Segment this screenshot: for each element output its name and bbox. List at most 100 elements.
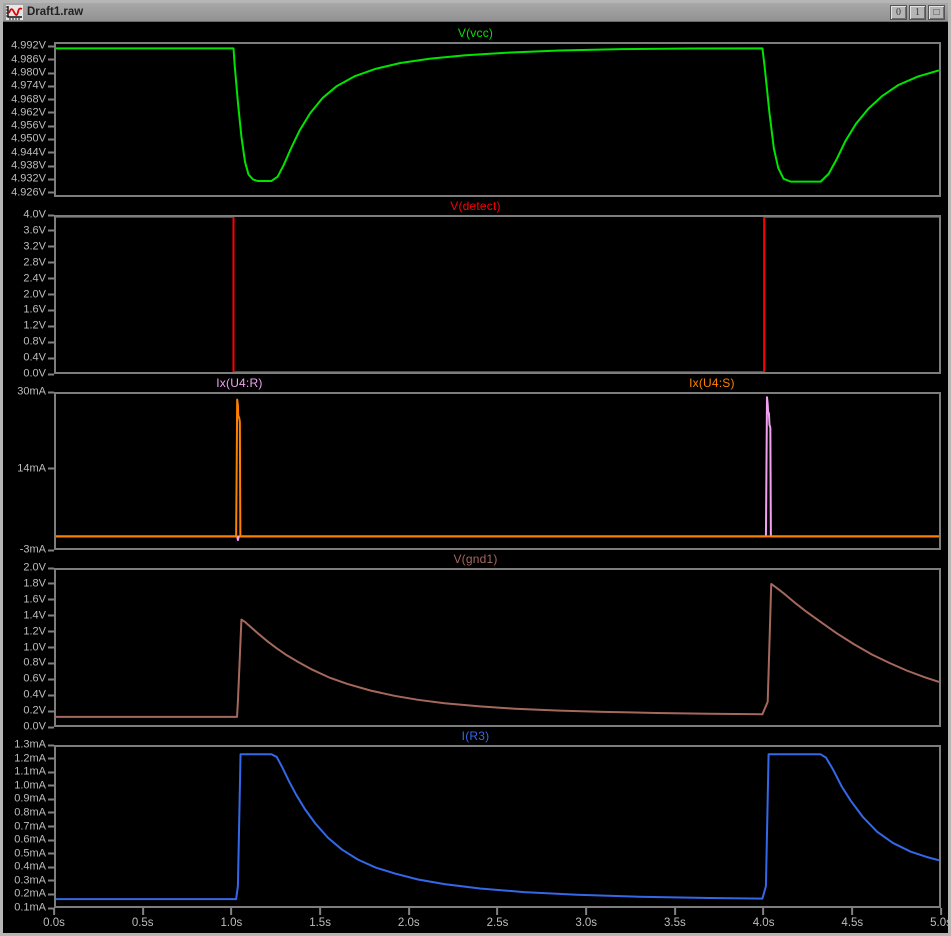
y-tick-mark: [48, 357, 54, 360]
x-tick-1.0s: 1.0s: [220, 908, 243, 929]
y-axis-labels-i-r3: 1.3mA 1.2mA 1.1mA 1.0mA 0.9mA 0.8mA 0.7mA 0.6mA…: [3, 739, 54, 913]
y-tick-mark: [48, 646, 54, 649]
y-tick-label: 0.8V: [23, 657, 54, 669]
trace-label-Ix(U4:R)[interactable]: Ix(U4:R): [216, 376, 263, 390]
x-tick-mark: [673, 908, 676, 915]
title-bar[interactable]: Draft1.raw 0 1 □: [3, 3, 948, 22]
y-tick-mark: [48, 191, 54, 194]
x-tick-5.0s: 5.0s: [930, 908, 951, 929]
x-tick-mark: [141, 908, 144, 915]
y-tick-mark: [48, 467, 54, 470]
x-tick-label: 4.5s: [841, 917, 864, 929]
y-tick-mark: [48, 630, 54, 633]
y-tick-label: 2.8V: [23, 257, 54, 268]
y-tick-mark: [48, 798, 54, 801]
y-tick-label: 1.0mA: [14, 780, 54, 791]
y-tick-label: 4.938V: [11, 160, 54, 172]
y-tick-label: -3mA: [20, 544, 54, 556]
trace-label-I(R3)[interactable]: I(R3): [461, 729, 490, 743]
y-tick-label: 4.950V: [11, 133, 54, 145]
y-tick-label: 4.0V: [23, 209, 54, 221]
y-tick-label: 0.3mA: [14, 875, 54, 886]
y-tick-mark: [48, 784, 54, 787]
y-tick-mark: [48, 744, 54, 746]
trace-label-V(gnd1)[interactable]: V(gnd1): [453, 552, 498, 566]
y-tick-mark: [48, 757, 54, 760]
y-tick-mark: [48, 893, 54, 896]
trace-V(detect): [56, 217, 939, 372]
x-tick-0.0s: 0.0s: [43, 908, 65, 929]
y-tick-label: 0.6V: [23, 673, 54, 685]
trace-Ix(U4:S): [56, 400, 939, 537]
trace-label-V(vcc)[interactable]: V(vcc): [457, 26, 494, 40]
plot-area-ix-u4[interactable]: [54, 392, 941, 550]
y-tick-label: 14mA: [17, 463, 54, 474]
window-controls: 0 1 □: [890, 4, 945, 20]
pane-title-row: V(vcc): [3, 24, 948, 42]
y-tick-label: 4.986V: [11, 54, 54, 65]
window-button-minimize[interactable]: 0: [890, 4, 907, 20]
trace-label-V(detect)[interactable]: V(detect): [450, 199, 501, 213]
y-tick-mark: [48, 165, 54, 167]
x-tick-mark: [230, 908, 233, 915]
x-tick-label: 1.0s: [220, 917, 243, 929]
y-tick-mark: [48, 839, 54, 842]
x-tick-4.5s: 4.5s: [841, 908, 863, 929]
pane-title-row: I(R3): [3, 727, 948, 745]
y-tick-mark: [48, 373, 54, 375]
plot-area-detect[interactable]: [54, 215, 941, 374]
y-tick-mark: [48, 549, 54, 551]
trace-Ix(U4:R): [56, 397, 939, 540]
plot-area-gnd1[interactable]: [54, 568, 941, 727]
plot-client-area: V(vcc) 4.992V 4.986V 4.980V 4.974V 4.968V 4.96…: [3, 22, 948, 933]
y-tick-label: 0.8V: [23, 336, 54, 348]
y-tick-mark: [48, 178, 54, 181]
x-tick-label: 5.0s: [930, 917, 951, 929]
y-tick-label: 0.9mA: [14, 793, 54, 805]
y-tick-label: 0.0V: [23, 368, 54, 380]
y-tick-mark: [48, 866, 54, 869]
trace-V(gnd1): [56, 584, 939, 717]
y-tick-mark: [48, 125, 54, 128]
y-tick-mark: [48, 678, 54, 681]
x-tick-2.5s: 2.5s: [486, 908, 509, 929]
x-tick-mark: [319, 908, 322, 915]
x-tick-label: 2.5s: [486, 917, 509, 929]
window-button-close[interactable]: □: [928, 4, 945, 20]
plot-pane-gnd1: V(gnd1) 2.0V 1.8V 1.6V 1.4V 1.2V 1.0V 0.8V 0.6V 0…: [3, 550, 948, 732]
y-tick-mark: [48, 710, 54, 713]
window-button-maximize[interactable]: 1: [909, 4, 926, 20]
pane-title-row: V(gnd1): [3, 550, 948, 568]
y-tick-label: 30mA: [17, 386, 54, 398]
y-tick-label: 1.1mA: [14, 766, 54, 778]
x-tick-mark: [407, 908, 410, 915]
y-tick-mark: [48, 582, 54, 585]
x-tick-3.5s: 3.5s: [664, 908, 686, 929]
plot-area-vcc[interactable]: [54, 42, 941, 197]
y-tick-mark: [48, 293, 54, 296]
y-tick-label: 2.0V: [23, 289, 54, 300]
y-tick-mark: [48, 309, 54, 312]
y-tick-label: 4.926V: [11, 187, 54, 198]
y-axis-labels-gnd1: 2.0V 1.8V 1.6V 1.4V 1.2V 1.0V 0.8V 0.6V 0.4V 0.2V…: [3, 562, 54, 732]
y-tick-label: 4.932V: [11, 173, 54, 185]
x-tick-label: 1.5s: [309, 917, 331, 929]
trace-label-Ix(U4:S)[interactable]: Ix(U4:S): [689, 376, 735, 390]
y-tick-mark: [48, 245, 54, 248]
y-tick-label: 4.962V: [11, 107, 54, 118]
pane-title-row: V(detect): [3, 197, 948, 215]
time-axis: 0.0s 0.5s 1.0s 1.5s 2.0s 2.5s 3.0s 3.5s 4.0s 4.5s…: [43, 908, 948, 933]
trace-I(R3): [56, 754, 939, 899]
y-tick-label: 4.944V: [11, 147, 54, 158]
y-tick-mark: [48, 879, 54, 882]
x-tick-2.0s: 2.0s: [398, 908, 420, 929]
y-tick-label: 2.4V: [23, 273, 54, 284]
y-tick-mark: [48, 825, 54, 828]
y-tick-label: 0.4V: [23, 352, 54, 364]
y-tick-mark: [48, 598, 54, 601]
plot-area-i-r3[interactable]: [54, 745, 941, 908]
y-tick-mark: [48, 391, 54, 393]
y-tick-label: 0.6mA: [14, 834, 54, 846]
x-tick-label: 0.5s: [131, 917, 154, 929]
